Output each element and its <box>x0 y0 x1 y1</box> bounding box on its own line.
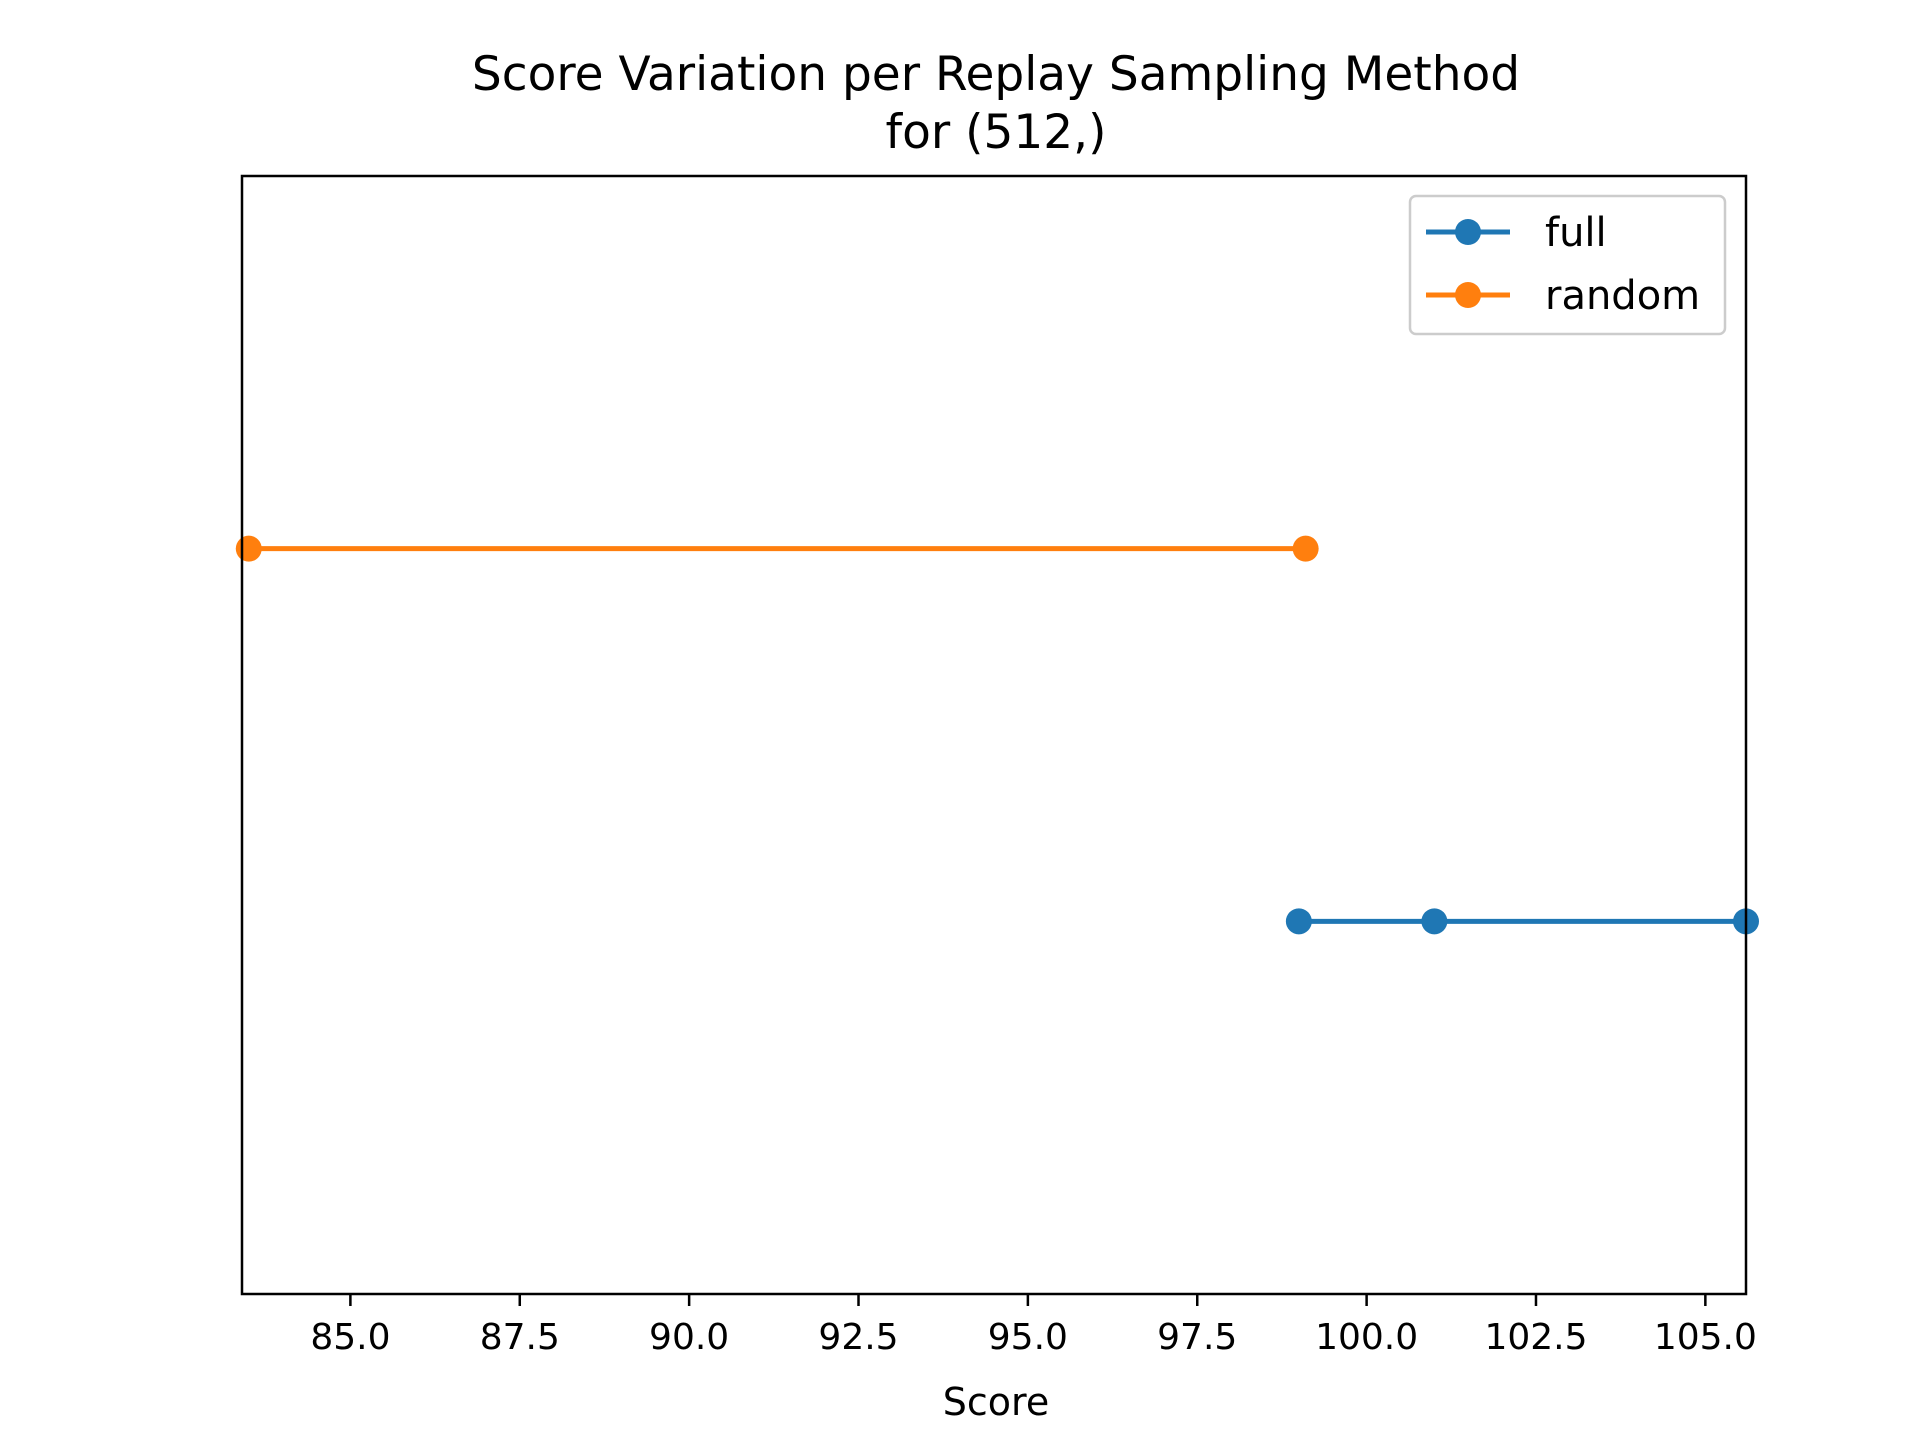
plot-frame <box>240 174 1748 1296</box>
x-tick-label: 97.5 <box>1157 1317 1237 1358</box>
series-random <box>235 535 1319 562</box>
data-point-full <box>1285 908 1312 935</box>
series-layer <box>235 535 1759 935</box>
chart-subtitle: for (512,) <box>886 105 1107 160</box>
data-point-random <box>235 535 262 562</box>
x-tick-label: 102.5 <box>1484 1317 1587 1358</box>
legend-label-full: full <box>1545 210 1607 256</box>
x-tick-label: 100.0 <box>1315 1317 1418 1358</box>
x-tick-label: 90.0 <box>649 1317 729 1358</box>
legend-marker-random <box>1455 282 1481 308</box>
data-point-random <box>1292 535 1319 562</box>
legend: full random <box>1408 194 1727 336</box>
x-axis-ticks: 85.0 87.5 90.0 92.5 95.0 97.5 100.0 102.5 105.0 <box>310 1294 1757 1358</box>
legend-label-random: random <box>1545 273 1700 319</box>
x-axis-label: Score <box>943 1380 1049 1424</box>
x-tick-label: 85.0 <box>310 1317 390 1358</box>
data-point-full <box>1421 908 1448 935</box>
legend-item-full: full <box>1426 210 1607 256</box>
x-tick-label: 87.5 <box>480 1317 560 1358</box>
legend-item-random: random <box>1426 273 1700 319</box>
x-tick-label: 92.5 <box>818 1317 898 1358</box>
legend-marker-full <box>1455 219 1481 245</box>
chart-title: Score Variation per Replay Sampling Meth… <box>472 47 1520 102</box>
x-tick-label: 95.0 <box>988 1317 1068 1358</box>
x-tick-label: 105.0 <box>1654 1317 1757 1358</box>
series-full <box>1285 908 1759 935</box>
